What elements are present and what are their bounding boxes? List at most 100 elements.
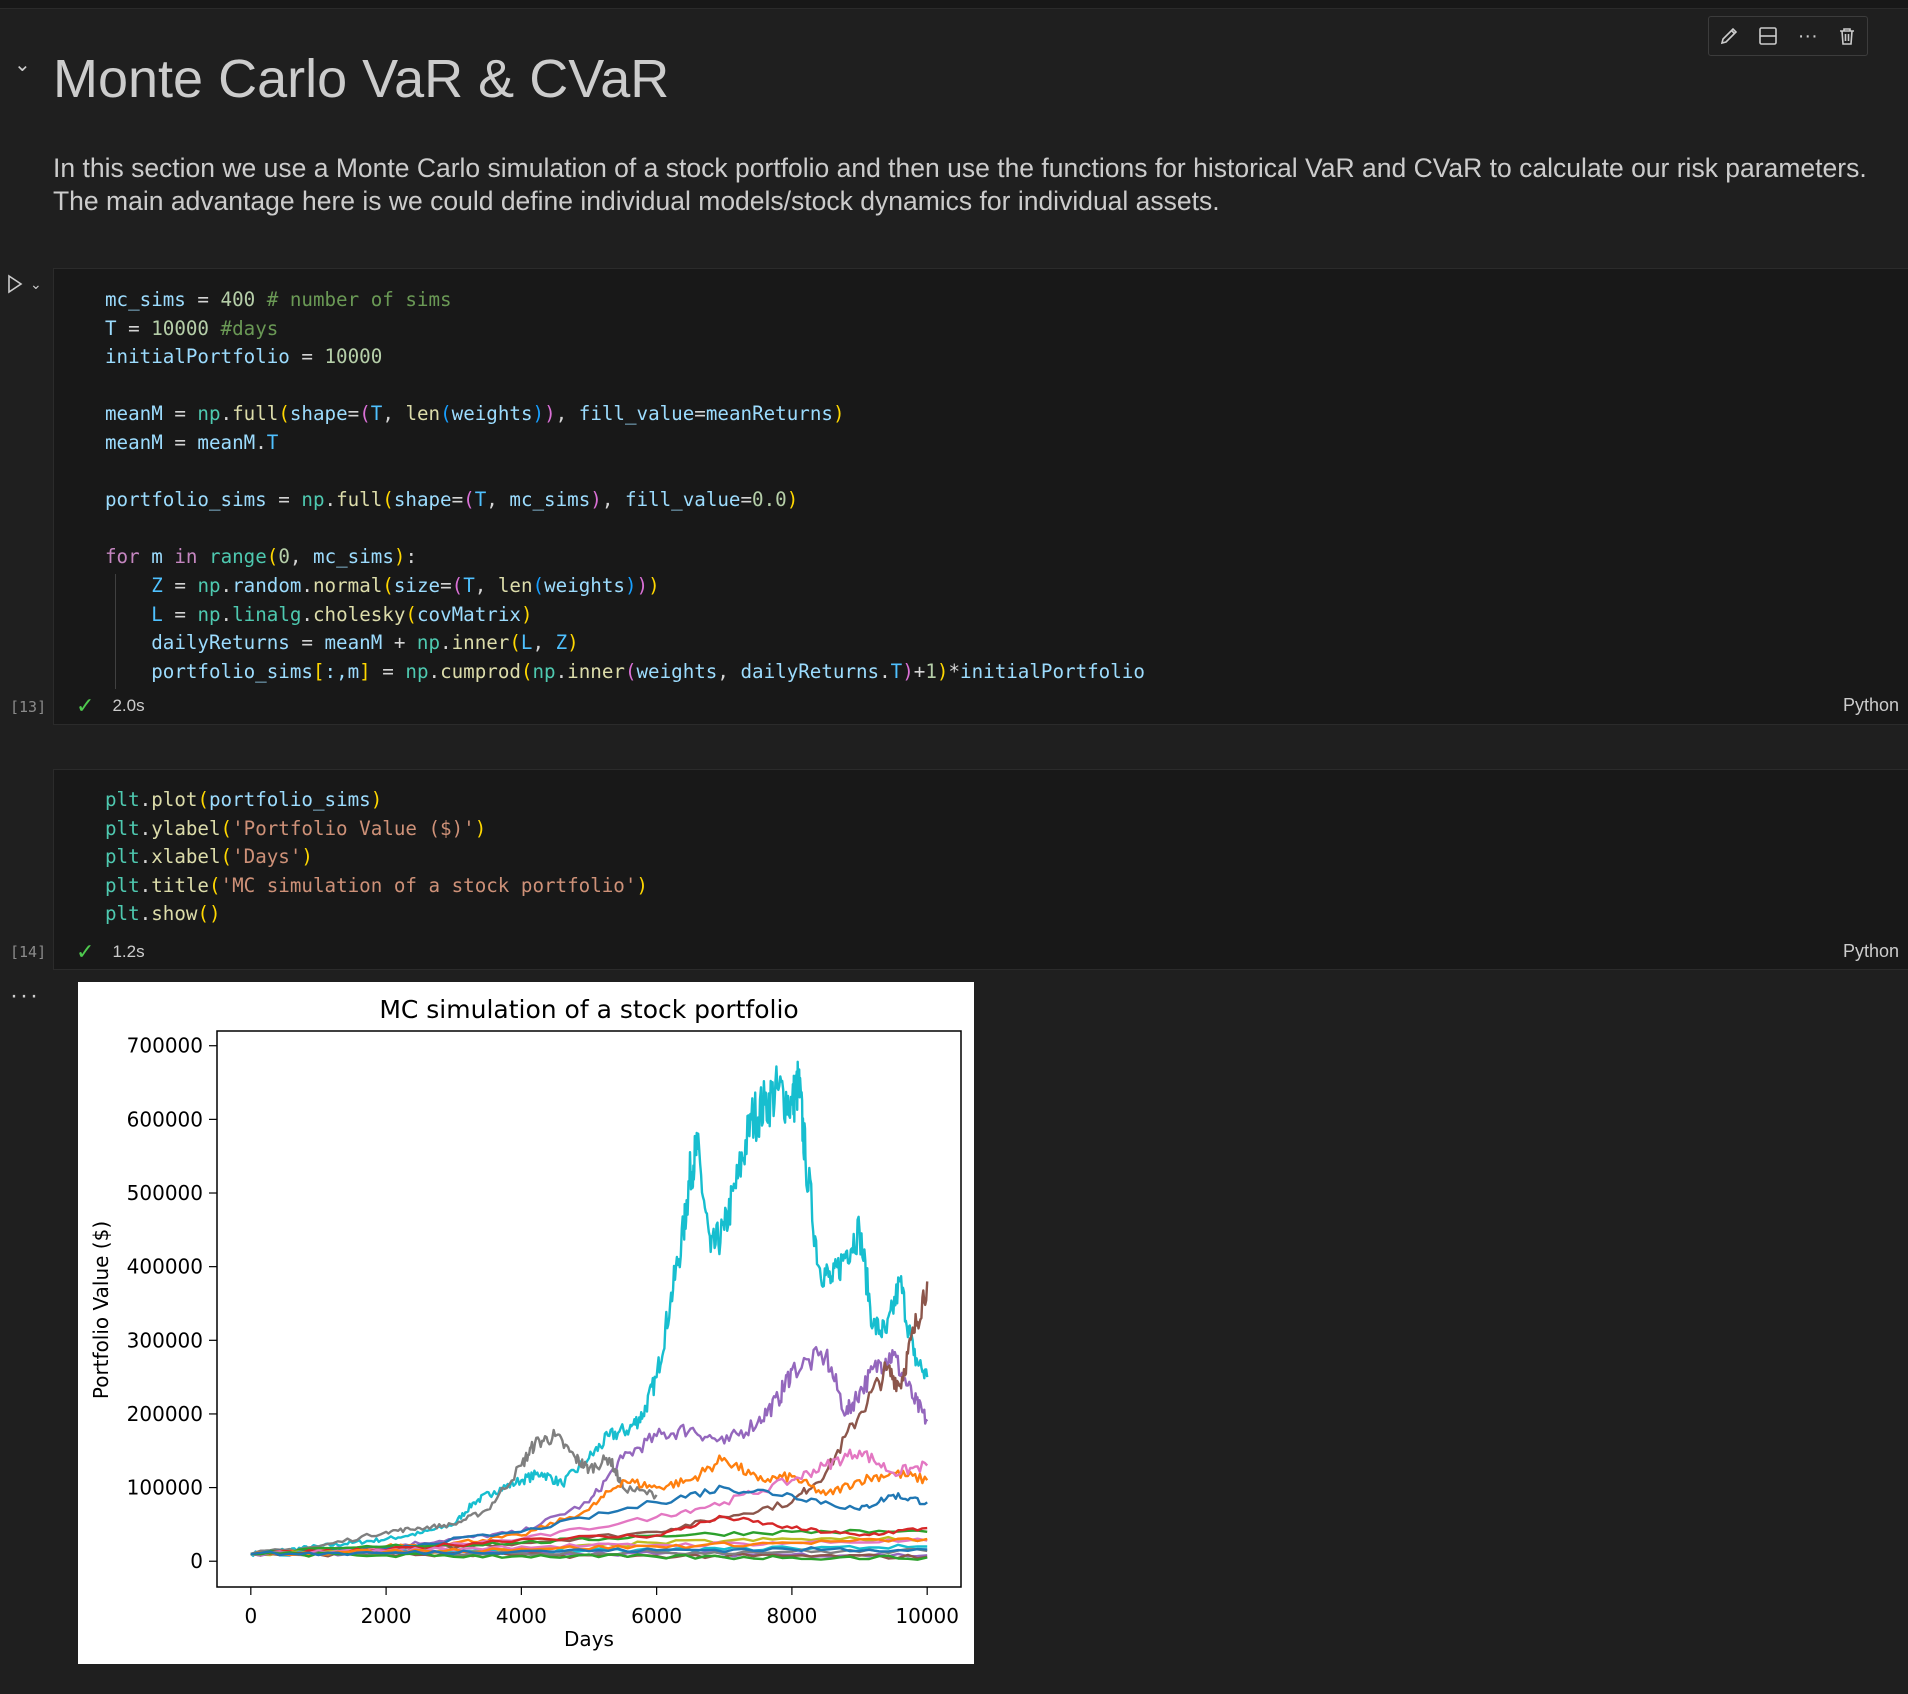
code-token: full: [232, 402, 279, 426]
code-token: 0: [278, 545, 290, 569]
code-token: initialPortfolio: [960, 659, 1145, 683]
series-line: [250, 1428, 658, 1556]
code-token: plt: [105, 902, 140, 926]
code-token: L: [520, 631, 533, 655]
code-token: np: [197, 573, 221, 597]
code-token: initialPortfolio: [105, 345, 290, 369]
code-token: plt: [105, 788, 140, 811]
code-token: portfolio_sims: [209, 788, 371, 811]
trash-icon[interactable]: [1832, 21, 1862, 51]
code-token: 1: [925, 659, 937, 683]
code-token: T: [890, 659, 903, 683]
code-token: for: [105, 545, 140, 569]
code-token: weights: [451, 402, 533, 426]
code-token: in: [174, 545, 198, 569]
code-token: np: [301, 488, 325, 512]
y-tick-label: 200000: [127, 1402, 203, 1426]
code-cell-1[interactable]: mc_sims = 400 # number of sims T = 10000…: [53, 268, 1908, 725]
code-token: xlabel: [151, 845, 221, 869]
code-token: =: [185, 288, 221, 311]
code-token: dailyReturns: [740, 659, 880, 683]
language-indicator[interactable]: Python: [1842, 941, 1899, 961]
run-cell-button[interactable]: ⌄: [6, 274, 42, 294]
series-line: [250, 1484, 928, 1556]
code-cell-2[interactable]: plt.plot(portfolio_sims) plt.ylabel('Por…: [53, 769, 1908, 970]
code-token: dailyReturns: [151, 631, 290, 655]
y-tick-label: 500000: [127, 1181, 203, 1205]
plot-output: MC simulation of a stock portfolio Days …: [78, 982, 974, 1664]
code-token: inner: [567, 659, 625, 683]
code-token: meanM: [105, 402, 163, 426]
y-tick-label: 100000: [127, 1476, 203, 1500]
code-comment: # number of sims: [255, 288, 452, 311]
code-token: =: [289, 345, 325, 369]
code-token: cumprod: [440, 659, 521, 683]
code-token: Z: [555, 631, 568, 655]
code-token: plt: [105, 873, 140, 897]
code-string: 'MC simulation of a stock portfolio': [220, 873, 637, 897]
code-token: random: [232, 573, 302, 597]
code-token: linalg: [232, 602, 302, 626]
code-token: np: [197, 602, 221, 626]
series-line: [250, 1528, 928, 1556]
pencil-icon[interactable]: [1714, 21, 1744, 51]
plot-frame: [216, 1030, 962, 1588]
series-line: [250, 1448, 929, 1556]
code-token: portfolio_sims: [151, 659, 313, 683]
x-tick-label: 6000: [631, 1604, 682, 1628]
code-token: 0.0: [752, 488, 787, 512]
code-token: np: [416, 631, 441, 655]
code-token: np: [197, 402, 221, 426]
language-indicator[interactable]: Python: [1842, 695, 1899, 715]
code-editor-2[interactable]: plt.plot(portfolio_sims) plt.ylabel('Por…: [105, 788, 648, 926]
cell-toolbar: ···: [1708, 16, 1868, 56]
code-token: mc_sims: [313, 545, 394, 569]
check-icon: ✓: [76, 693, 95, 718]
code-token: plt: [105, 845, 140, 869]
code-token: T: [266, 430, 279, 454]
code-token: size: [393, 573, 441, 597]
section-heading: Monte Carlo VaR & CVaR: [53, 49, 670, 109]
code-token: weights: [544, 573, 625, 597]
series-line: [250, 1551, 928, 1561]
execution-count: [14]: [10, 943, 47, 961]
code-token: mc_sims: [105, 288, 186, 311]
code-editor-1[interactable]: mc_sims = 400 # number of sims T = 10000…: [105, 288, 1145, 683]
code-token: normal: [312, 573, 383, 597]
series-line: [250, 1514, 928, 1557]
code-token: plot: [151, 788, 198, 811]
code-token: np: [405, 659, 429, 683]
indent-guide: [115, 574, 116, 689]
code-token: T: [105, 316, 117, 340]
code-token: cholesky: [312, 602, 406, 626]
more-icon[interactable]: ···: [1797, 24, 1818, 47]
code-token: fill_value: [624, 488, 741, 512]
y-tick-label: 0: [190, 1549, 203, 1573]
code-token: plt: [105, 816, 140, 840]
series-line: [250, 1346, 929, 1556]
code-string: 'Days': [232, 845, 302, 869]
code-token: T: [474, 488, 487, 512]
code-comment: #days: [208, 316, 279, 340]
code-string: 'Portfolio Value ($)': [232, 816, 475, 840]
series-line: [250, 1537, 928, 1556]
play-icon: [8, 274, 23, 294]
x-tick-label: 2000: [361, 1604, 412, 1628]
code-token: m: [151, 545, 163, 569]
code-token: meanM: [197, 430, 256, 454]
y-axis-label: Portfolio Value ($): [89, 1221, 113, 1399]
split-cell-icon[interactable]: [1753, 21, 1783, 51]
code-token: 400: [220, 288, 256, 311]
series-line: [250, 1281, 929, 1556]
code-token: meanM: [105, 430, 163, 454]
code-token: covMatrix: [416, 602, 521, 626]
section-paragraph: In this section we use a Monte Carlo sim…: [53, 153, 1867, 216]
chevron-down-icon[interactable]: ⌄: [30, 275, 42, 292]
y-tick-label: 300000: [127, 1328, 203, 1352]
output-more-icon[interactable]: ···: [10, 982, 40, 1009]
chevron-down-icon[interactable]: ⌄: [14, 54, 31, 76]
execution-time: 2.0s: [112, 696, 145, 715]
code-token: T: [370, 402, 383, 426]
code-token: len: [497, 573, 533, 597]
code-token: meanM: [324, 631, 383, 655]
